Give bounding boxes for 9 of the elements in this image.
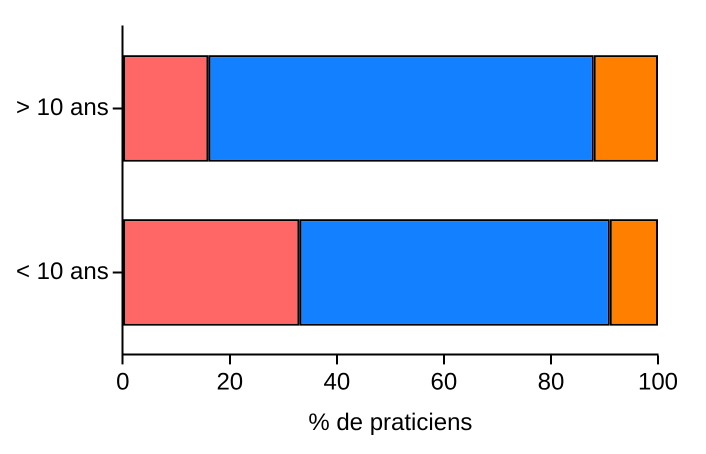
x-tick-label: 0 [116,368,130,396]
y-tick-label: > 10 ans [16,94,109,122]
x-tick-label: 20 [216,368,244,396]
x-tick-label: 80 [538,368,564,396]
x-tick-label: 100 [638,368,678,396]
x-tick-label: 40 [323,368,350,396]
y-tick-label: < 10 ans [16,258,109,286]
x-axis-title: % de praticiens [308,409,472,436]
x-tick-label: 60 [430,368,458,396]
